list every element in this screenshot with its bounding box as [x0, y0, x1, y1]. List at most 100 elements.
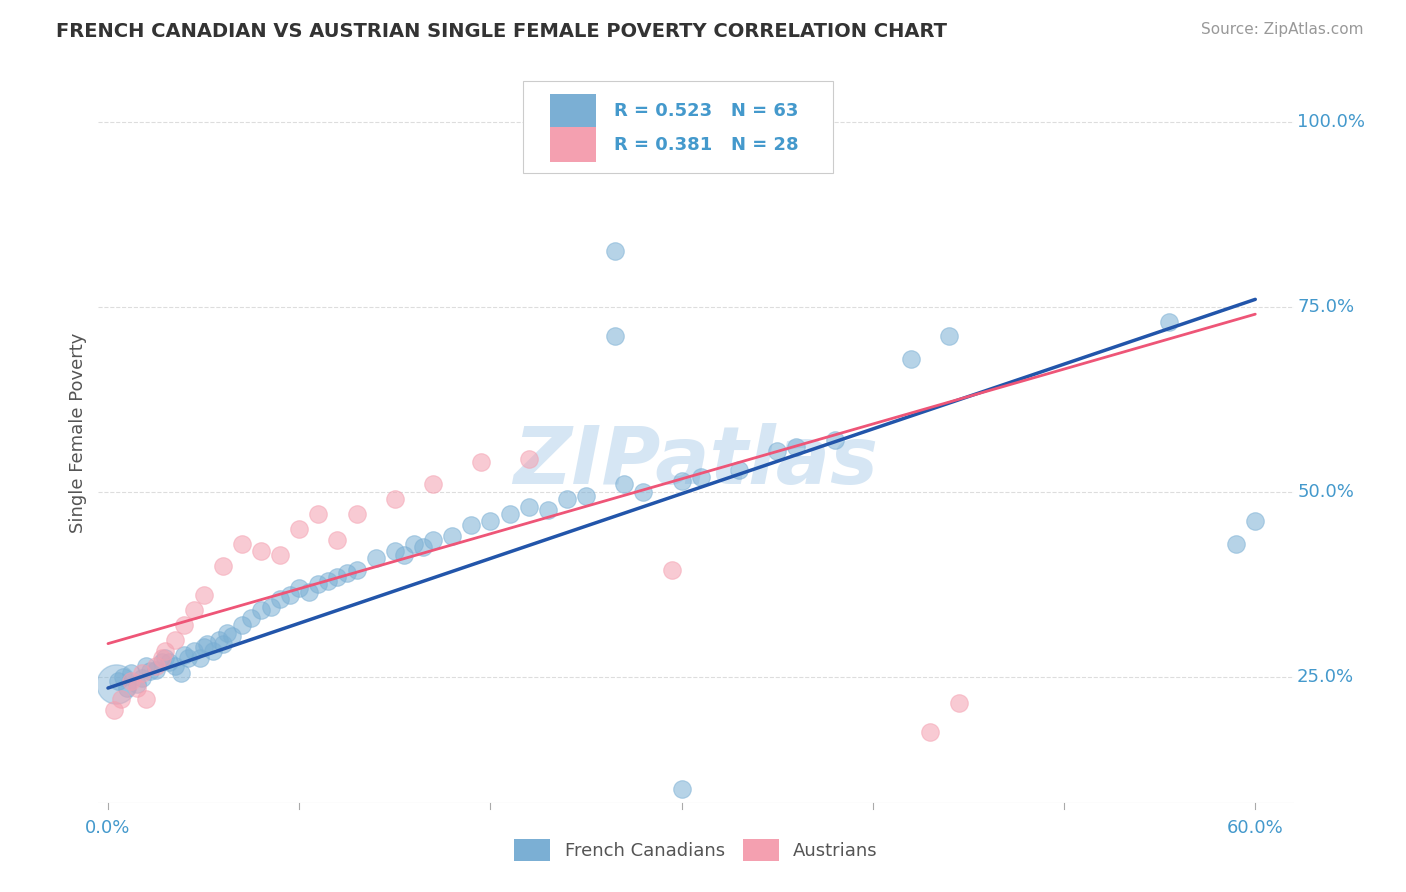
- Point: [603, 329, 626, 343]
- Point: [613, 477, 636, 491]
- Point: [197, 637, 219, 651]
- Point: [135, 658, 157, 673]
- FancyBboxPatch shape: [523, 81, 834, 173]
- Point: [202, 644, 225, 658]
- Text: R = 0.381   N = 28: R = 0.381 N = 28: [613, 136, 799, 153]
- Point: [211, 558, 233, 573]
- Bar: [550, 127, 596, 162]
- Point: [211, 637, 233, 651]
- Text: 25.0%: 25.0%: [1298, 668, 1354, 686]
- Text: 60.0%: 60.0%: [1227, 819, 1284, 837]
- Point: [384, 492, 406, 507]
- Point: [278, 589, 301, 603]
- Point: [689, 470, 711, 484]
- Point: [920, 725, 942, 739]
- Point: [193, 589, 215, 603]
- Point: [633, 484, 655, 499]
- Point: [169, 666, 191, 681]
- Point: [110, 692, 132, 706]
- Point: [470, 455, 492, 469]
- Point: [384, 544, 406, 558]
- Point: [173, 618, 195, 632]
- Point: [728, 462, 751, 476]
- Point: [125, 677, 148, 691]
- Point: [240, 610, 263, 624]
- Text: 75.0%: 75.0%: [1298, 298, 1354, 316]
- Point: [948, 696, 970, 710]
- Point: [104, 677, 127, 691]
- Point: [215, 625, 238, 640]
- Point: [326, 570, 349, 584]
- Text: ZIPatlas: ZIPatlas: [513, 423, 879, 501]
- Point: [671, 474, 693, 488]
- Point: [346, 563, 368, 577]
- Point: [107, 673, 129, 688]
- Point: [188, 651, 211, 665]
- Point: [183, 644, 205, 658]
- Bar: [550, 94, 596, 129]
- Point: [441, 529, 464, 543]
- Text: 100.0%: 100.0%: [1298, 112, 1365, 130]
- Point: [155, 651, 177, 665]
- Point: [364, 551, 387, 566]
- Point: [766, 444, 789, 458]
- Point: [193, 640, 215, 655]
- Point: [603, 244, 626, 259]
- Point: [307, 507, 329, 521]
- Point: [422, 477, 444, 491]
- Point: [394, 548, 416, 562]
- Point: [231, 618, 253, 632]
- Point: [103, 703, 125, 717]
- Point: [131, 666, 153, 681]
- Point: [259, 599, 281, 614]
- Point: [145, 658, 167, 673]
- Point: [1244, 515, 1267, 529]
- Point: [163, 658, 186, 673]
- Point: [139, 664, 162, 678]
- Point: [298, 584, 321, 599]
- Point: [479, 515, 502, 529]
- Point: [1225, 536, 1247, 550]
- Point: [269, 592, 291, 607]
- Y-axis label: Single Female Poverty: Single Female Poverty: [69, 333, 87, 533]
- Point: [575, 489, 598, 503]
- Point: [250, 603, 273, 617]
- Text: Source: ZipAtlas.com: Source: ZipAtlas.com: [1201, 22, 1364, 37]
- Point: [671, 782, 693, 797]
- Point: [517, 500, 540, 514]
- Point: [288, 581, 311, 595]
- Point: [163, 632, 186, 647]
- Point: [326, 533, 349, 547]
- Point: [422, 533, 444, 547]
- Point: [555, 492, 578, 507]
- Point: [125, 681, 148, 695]
- Legend: French Canadians, Austrians: French Canadians, Austrians: [506, 831, 886, 868]
- Point: [150, 651, 173, 665]
- Point: [120, 666, 142, 681]
- Point: [346, 507, 368, 521]
- Point: [221, 629, 243, 643]
- Point: [157, 655, 180, 669]
- Point: [336, 566, 359, 581]
- Text: 50.0%: 50.0%: [1298, 483, 1354, 500]
- Text: R = 0.523   N = 63: R = 0.523 N = 63: [613, 103, 797, 120]
- Point: [498, 507, 520, 521]
- Point: [537, 503, 560, 517]
- Point: [150, 655, 173, 669]
- Point: [208, 632, 231, 647]
- Point: [231, 536, 253, 550]
- Point: [307, 577, 329, 591]
- Point: [269, 548, 291, 562]
- Point: [177, 651, 200, 665]
- Point: [145, 663, 167, 677]
- Text: 0.0%: 0.0%: [86, 819, 131, 837]
- Point: [785, 441, 807, 455]
- Point: [173, 648, 195, 662]
- Point: [115, 681, 138, 695]
- Point: [288, 522, 311, 536]
- Point: [1159, 314, 1181, 328]
- Point: [412, 541, 434, 555]
- Point: [250, 544, 273, 558]
- Point: [938, 329, 960, 343]
- Point: [661, 563, 683, 577]
